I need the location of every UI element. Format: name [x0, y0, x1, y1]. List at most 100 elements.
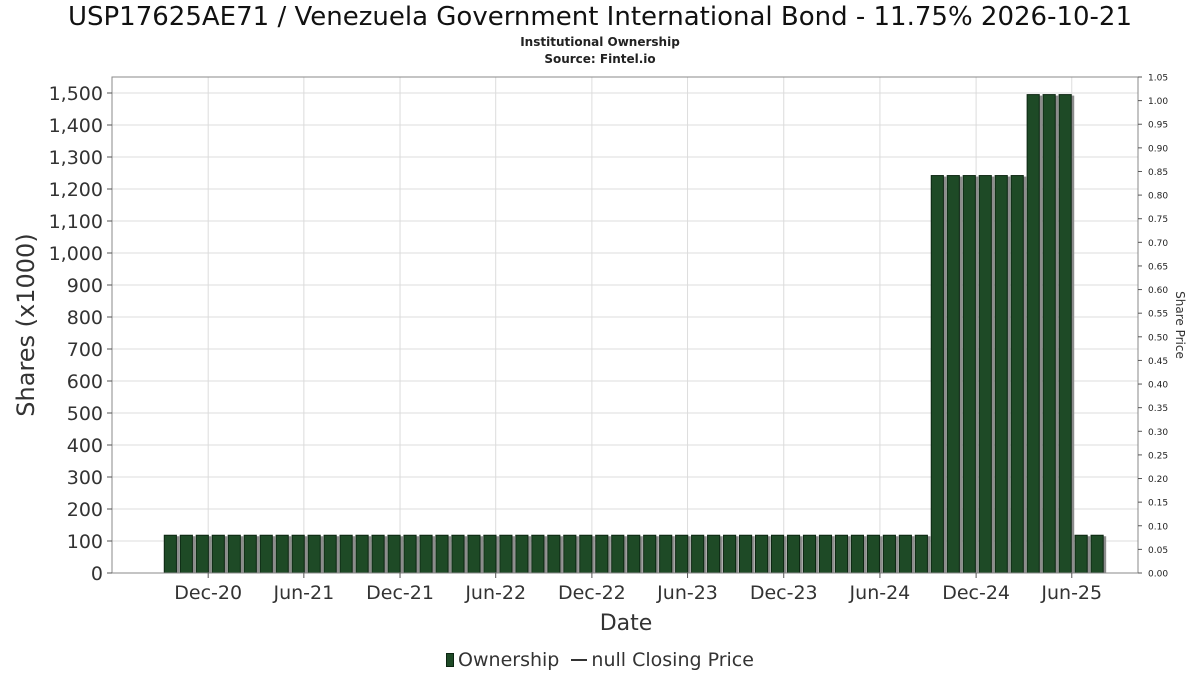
y-tick-label: 1,200 — [49, 179, 103, 201]
legend: Ownership null Closing Price — [0, 648, 1200, 671]
ownership-bar[interactable] — [691, 534, 705, 574]
x-tick-label: Dec-23 — [750, 582, 818, 604]
ownership-bar[interactable] — [419, 534, 433, 574]
ownership-bar[interactable] — [882, 534, 896, 574]
ownership-bar[interactable] — [467, 534, 481, 574]
y2-tick-label: 0.70 — [1148, 239, 1168, 249]
ownership-bar[interactable] — [723, 534, 737, 574]
ownership-bar[interactable] — [850, 534, 864, 574]
y2-tick-label: 0.90 — [1148, 144, 1168, 154]
ownership-bar[interactable] — [307, 534, 321, 574]
ownership-bar[interactable] — [339, 534, 353, 574]
ownership-bar[interactable] — [818, 534, 833, 574]
ownership-bar[interactable] — [946, 175, 960, 574]
x-tick-label: Dec-20 — [174, 582, 242, 604]
y-tick-label: 900 — [67, 275, 103, 297]
ownership-bar[interactable] — [978, 175, 992, 574]
ownership-bar[interactable] — [1058, 94, 1072, 574]
y-tick-label: 500 — [67, 403, 103, 425]
ownership-bar[interactable] — [675, 534, 689, 574]
x-axis-title: Date — [600, 611, 653, 636]
ownership-bar[interactable] — [898, 534, 912, 574]
ownership-bar[interactable] — [643, 534, 657, 574]
ownership-bar[interactable] — [435, 534, 449, 574]
ownership-bar[interactable] — [563, 534, 577, 574]
ownership-bar[interactable] — [770, 534, 785, 574]
ownership-bar[interactable] — [387, 534, 401, 574]
ownership-bar[interactable] — [483, 534, 497, 574]
y2-tick-label: 0.50 — [1148, 333, 1168, 343]
x-tick-label: Jun-23 — [656, 582, 718, 604]
y2-tick-label: 0.40 — [1148, 381, 1168, 391]
y-axis-title: Shares (x1000) — [12, 233, 40, 416]
ownership-bar[interactable] — [371, 534, 385, 574]
ownership-bar[interactable] — [547, 534, 561, 574]
ownership-bar[interactable] — [1074, 534, 1088, 574]
x-axis: Dec-20 Jun-21 Dec-21 Jun-22 Dec-22 Jun-23 Dec-… — [174, 573, 1102, 604]
ownership-bar[interactable] — [627, 534, 641, 574]
ownership-bar[interactable] — [707, 534, 721, 574]
y-tick-label: 1,100 — [49, 211, 103, 233]
y2-tick-label: 0.75 — [1148, 215, 1168, 225]
ownership-bar[interactable] — [802, 534, 817, 574]
ownership-bar[interactable] — [531, 534, 545, 574]
ownership-bar[interactable] — [1026, 94, 1040, 574]
ownership-bar[interactable] — [227, 534, 241, 574]
y2-tick-label: 0.10 — [1148, 522, 1168, 532]
y2-tick-label: 0.00 — [1148, 570, 1168, 580]
y2-tick-label: 0.80 — [1148, 192, 1168, 202]
ownership-bar[interactable] — [499, 534, 513, 574]
y-tick-label: 0 — [91, 563, 103, 585]
x-tick-label: Jun-25 — [1040, 582, 1102, 604]
ownership-bar[interactable] — [914, 534, 928, 574]
ownership-bar[interactable] — [355, 534, 369, 574]
ownership-bar[interactable] — [259, 534, 273, 574]
y2-tick-label: 1.00 — [1148, 97, 1168, 107]
ownership-bar[interactable] — [243, 534, 257, 574]
ownership-bar[interactable] — [451, 534, 465, 574]
ownership-bar[interactable] — [595, 534, 609, 574]
y2-tick-label: 0.05 — [1148, 546, 1168, 556]
ownership-bar[interactable] — [1042, 94, 1056, 574]
ownership-swatch-icon — [446, 653, 455, 667]
ownership-bar[interactable] — [291, 534, 305, 574]
y-tick-label: 700 — [67, 339, 103, 361]
ownership-bar[interactable] — [754, 534, 769, 574]
ownership-bar[interactable] — [962, 175, 976, 574]
y2-tick-label: 0.15 — [1148, 499, 1168, 509]
legend-item-ownership[interactable]: Ownership — [446, 649, 559, 671]
ownership-bar[interactable] — [211, 534, 225, 574]
ownership-bar[interactable] — [275, 534, 289, 574]
ownership-bar[interactable] — [1010, 175, 1024, 574]
ownership-bar[interactable] — [195, 534, 209, 574]
ownership-bar[interactable] — [866, 534, 880, 574]
y2-tick-label: 0.55 — [1148, 310, 1168, 320]
ownership-bar[interactable] — [1090, 534, 1104, 574]
ownership-bar[interactable] — [930, 175, 944, 574]
x-tick-label: Jun-24 — [849, 582, 911, 604]
ownership-bar[interactable] — [323, 534, 337, 574]
y2-tick-label: 0.85 — [1148, 168, 1168, 178]
ownership-bar[interactable] — [515, 534, 529, 574]
chart-title: USP17625AE71 / Venezuela Government Inte… — [67, 2, 1133, 32]
ownership-bar[interactable] — [611, 534, 625, 574]
y-tick-label: 1,400 — [49, 115, 103, 137]
ownership-bar[interactable] — [659, 534, 673, 574]
ownership-bar[interactable] — [994, 175, 1008, 574]
y2-tick-label: 0.35 — [1148, 404, 1168, 414]
y2-tick-label: 1.05 — [1148, 74, 1168, 84]
ownership-bar[interactable] — [403, 534, 417, 574]
y-tick-label: 1,000 — [49, 243, 103, 265]
ownership-bar[interactable] — [579, 534, 593, 574]
y-tick-label: 300 — [67, 467, 103, 489]
legend-ownership-label: Ownership — [458, 648, 560, 671]
y2-axis: 0.00 0.05 0.10 0.15 0.20 0.25 0.30 0.35 0.40 0.45… — [1138, 74, 1168, 580]
ownership-bar[interactable] — [179, 534, 193, 574]
legend-item-price[interactable]: null Closing Price — [565, 649, 754, 671]
ownership-bar[interactable] — [163, 534, 177, 574]
ownership-bar[interactable] — [739, 534, 753, 574]
y-tick-label: 1,300 — [49, 147, 103, 169]
ownership-bar[interactable] — [834, 534, 849, 574]
legend-price-label: null Closing Price — [591, 648, 754, 671]
ownership-bar[interactable] — [786, 534, 801, 574]
